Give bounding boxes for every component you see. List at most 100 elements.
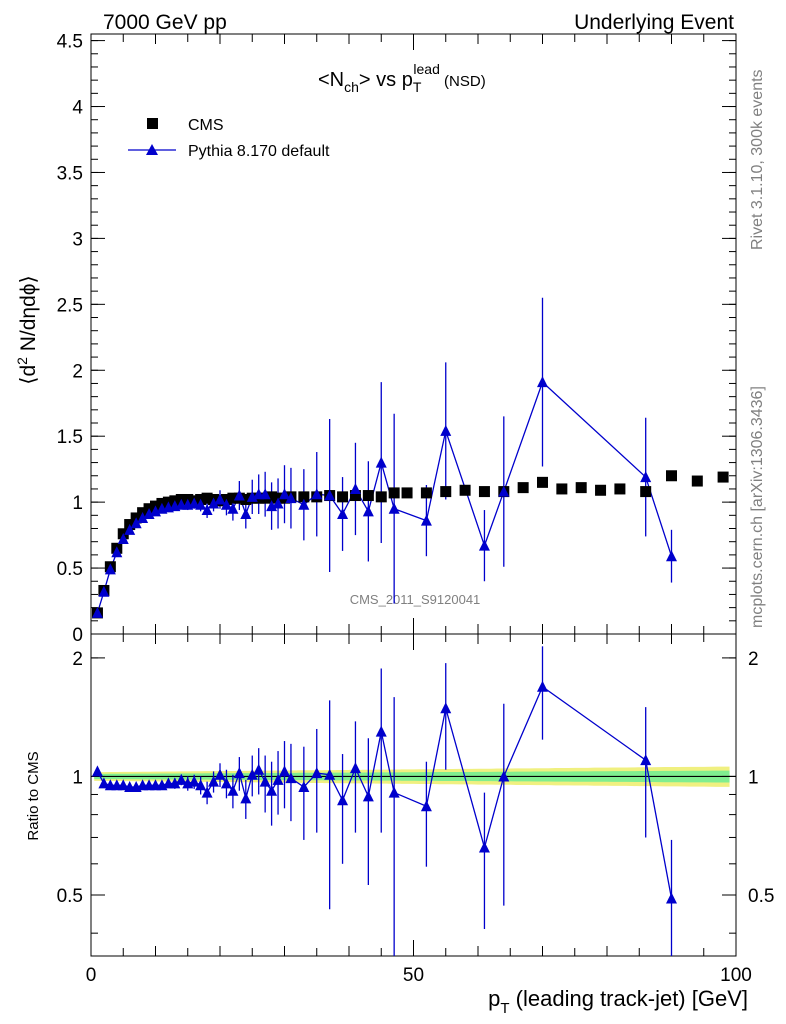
pythia-point [375, 456, 387, 468]
pythia-point [117, 533, 129, 545]
ratio-point [259, 775, 271, 787]
ratio-y-tick-label-right: 2 [748, 649, 759, 670]
cms-point [240, 493, 252, 505]
ratio-point [98, 777, 110, 789]
cms-point [227, 492, 239, 504]
cms-point [375, 491, 387, 503]
main-y-tick-label: 0.5 [57, 559, 83, 580]
cms-point [337, 491, 349, 503]
ratio-y-tick-label-right: 0.5 [748, 886, 774, 907]
main-y-axis: 0 0.5 1 1.5 2 2.5 3 3.5 4 4.5 [57, 32, 736, 646]
ratio-point [666, 892, 677, 904]
ratio-point [298, 781, 310, 793]
ratio-panel: 0.5 0.5 1 1 2 2 0 50 100 Ratio to CMS pT (leadi… [25, 633, 774, 1017]
ratio-point [233, 767, 245, 779]
analysis-watermark: CMS_2011_S9120041 [350, 592, 481, 607]
cms-point [388, 487, 400, 499]
pythia-point [104, 563, 116, 575]
ratio-y-tick-label: 0.5 [57, 886, 83, 907]
ratio-point [214, 768, 226, 780]
header-right: Underlying Event [574, 11, 734, 34]
ratio-plot-area [91, 646, 677, 956]
ratio-x-axis: 0 50 100 [86, 634, 752, 986]
cms-point [478, 486, 490, 498]
ratio-point [117, 779, 129, 791]
cms-point [537, 476, 548, 488]
ratio-y-axis: 0.5 0.5 1 1 2 2 [57, 649, 774, 934]
ratio-point [227, 784, 239, 796]
pythia-point [201, 504, 213, 516]
main-y-tick-label: 4.5 [57, 32, 83, 53]
pythia-point [208, 497, 220, 509]
pythia-point [137, 511, 149, 523]
pythia-point [279, 488, 290, 500]
main-y-label: ⟨d2 N/dηdϕ⟩ [14, 275, 40, 385]
pythia-point [640, 471, 652, 483]
ratio-point [537, 680, 548, 692]
pythia-point [91, 606, 103, 618]
ratio-frame [90, 633, 737, 957]
pythia-point [498, 485, 510, 497]
ratio-y-tick-label-right: 1 [748, 767, 759, 788]
cms-point [666, 470, 677, 482]
ratio-point [478, 841, 490, 853]
main-y-tick-label: 1.5 [57, 427, 83, 448]
ratio-point [337, 794, 349, 806]
ratio-point [349, 762, 361, 774]
pythia-point [214, 493, 226, 505]
ratio-point [246, 768, 258, 780]
ratio-point [188, 775, 200, 787]
cms-point [401, 487, 413, 499]
main-y-tick-label: 4 [72, 98, 83, 119]
cms-point [691, 475, 703, 487]
main-panel: 0 0.5 1 1.5 2 2.5 3 3.5 4 4.5 <Nch> vs pTlead (NS… [14, 32, 737, 646]
pythia-point [285, 492, 297, 504]
cms-point [717, 471, 729, 483]
ratio-point [498, 770, 510, 782]
ratio-y-label: Ratio to CMS [25, 751, 42, 840]
ratio-y-tick-label: 2 [72, 649, 83, 670]
pythia-point [130, 517, 142, 529]
pythia-point [420, 514, 432, 526]
ratio-point [195, 779, 207, 791]
x-axis-label: pT (leading track-jet) [GeV] [488, 986, 748, 1017]
cms-point [201, 492, 213, 504]
legend-pythia-label: Pythia 8.170 default [188, 143, 330, 160]
pythia-point [220, 498, 232, 510]
pythia-point [188, 497, 200, 509]
ratio-point [388, 786, 400, 798]
ratio-y-tick-label: 1 [72, 767, 83, 788]
pythia-point [240, 508, 252, 519]
legend-cms-marker [147, 118, 158, 129]
cms-point [614, 483, 626, 495]
ratio-point [375, 725, 387, 737]
ratio-point [169, 777, 181, 789]
pythia-point [311, 488, 323, 500]
pythia-point [388, 502, 400, 514]
pythia-point [324, 489, 336, 501]
ratio-x-tick-label: 50 [403, 965, 424, 986]
side-label-bottom: mcplots.cern.ch [arXiv:1306.3436] [749, 386, 766, 628]
pythia-point [337, 508, 349, 519]
pythia-point [124, 523, 136, 535]
pythia-point [349, 482, 361, 494]
ratio-point [266, 784, 278, 796]
pythia-point [111, 546, 123, 558]
cms-point [362, 490, 374, 502]
cms-point [459, 484, 471, 496]
ratio-point [253, 763, 265, 775]
pythia-point [537, 376, 548, 388]
cms-point [349, 490, 361, 502]
ratio-point [420, 800, 432, 812]
pythia-point [478, 539, 490, 551]
main-x-ticks [90, 34, 737, 634]
ratio-x-tick-label: 0 [86, 965, 97, 986]
main-y-tick-label: 3 [72, 229, 83, 250]
legend: CMS Pythia 8.170 default [128, 117, 330, 160]
cms-point [266, 491, 278, 503]
ratio-point [240, 792, 252, 804]
main-y-tick-label: 0 [72, 625, 83, 646]
pythia-point [362, 505, 374, 517]
pythia-point [440, 424, 452, 436]
legend-cms-label: CMS [188, 117, 224, 134]
